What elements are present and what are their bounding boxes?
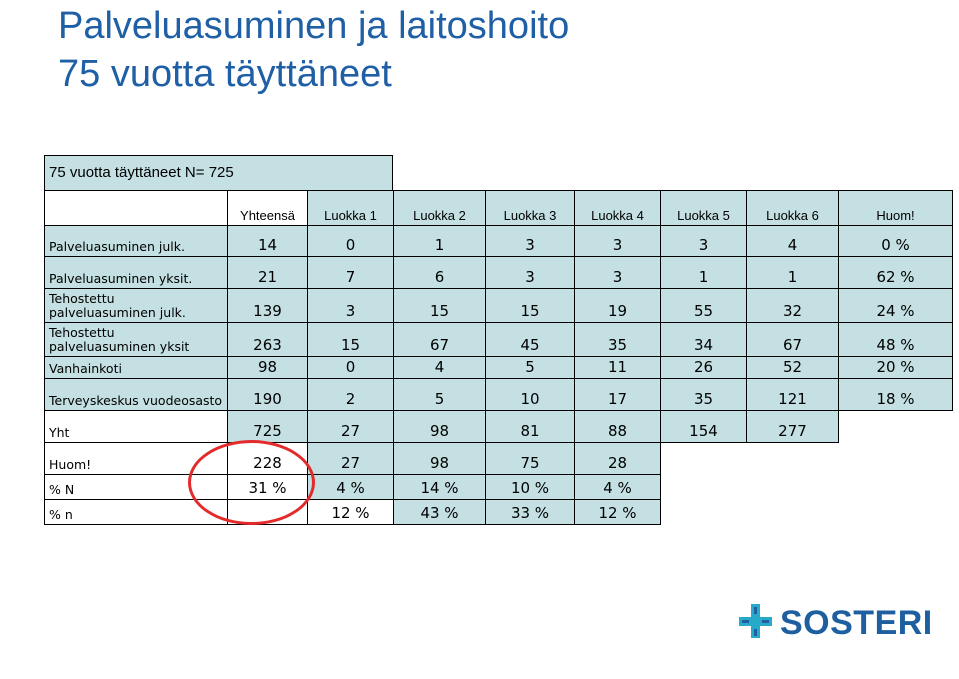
table-cell: 5 [393, 378, 486, 411]
table-cell: 43 % [393, 499, 486, 525]
table-cell: 27 [307, 410, 394, 443]
column-header: Luokka 6 [746, 190, 839, 226]
table-cell: 67 [393, 322, 486, 357]
table-cell: 15 [307, 322, 394, 357]
logo-wordmark: SOSTERI [780, 604, 933, 642]
table-cell: 20 % [838, 356, 953, 379]
row-label: Yht [44, 410, 228, 443]
row-label: Vanhainkoti [44, 356, 228, 379]
table-cell: 10 % [485, 474, 575, 500]
table-cell: 3 [485, 225, 575, 257]
table-cell: 55 [660, 288, 747, 323]
column-header: Luokka 4 [574, 190, 661, 226]
table-cell: 62 % [838, 256, 953, 289]
table-cell: 0 [307, 225, 394, 257]
column-header: Luokka 3 [485, 190, 575, 226]
table-cell: 4 [746, 225, 839, 257]
column-header: Luokka 1 [307, 190, 394, 226]
row-label: Tehostettu palveluasuminen yksit [44, 322, 228, 357]
table-cell: 27 [307, 442, 394, 475]
table-cell: 81 [485, 410, 575, 443]
table-cell: 26 [660, 356, 747, 379]
row-label: Palveluasuminen yksit. [44, 256, 228, 289]
table-caption: 75 vuotta täyttäneet N= 725 [44, 155, 393, 191]
column-header: Luokka 2 [393, 190, 486, 226]
table-cell: 3 [307, 288, 394, 323]
table-cell: 190 [227, 378, 308, 411]
table-cell: 263 [227, 322, 308, 357]
sosteri-logo: SOSTERI [738, 600, 932, 644]
table-cell: 6 [393, 256, 486, 289]
table-cell: 35 [660, 378, 747, 411]
table-cell: 33 % [485, 499, 575, 525]
table-cell: 7 [307, 256, 394, 289]
table-cell: 3 [574, 256, 661, 289]
table-cell: 24 % [838, 288, 953, 323]
table-cell: 0 % [838, 225, 953, 257]
table-cell: 75 [485, 442, 575, 475]
table-cell: 12 % [307, 499, 394, 525]
table-cell: 98 [227, 356, 308, 379]
table-cell: 154 [660, 410, 747, 443]
header-corner-cell [44, 190, 228, 226]
row-label: Tehostettu palveluasuminen julk. [44, 288, 228, 323]
table-cell: 4 [393, 356, 486, 379]
table-cell: 35 [574, 322, 661, 357]
table-cell: 2 [307, 378, 394, 411]
table-cell: 10 [485, 378, 575, 411]
table-cell: 19 [574, 288, 661, 323]
row-label: Terveyskeskus vuodeosasto [44, 378, 228, 411]
column-header: Luokka 5 [660, 190, 747, 226]
table-cell: 277 [746, 410, 839, 443]
table-cell: 28 [574, 442, 661, 475]
table-cell: 14 % [393, 474, 486, 500]
table-cell: 3 [574, 225, 661, 257]
table-cell: 1 [746, 256, 839, 289]
page-title: Palveluasuminen ja laitoshoito 75 vuotta… [58, 2, 569, 98]
table-cell: 5 [485, 356, 575, 379]
table-cell: 12 % [574, 499, 661, 525]
table-cell: 21 [227, 256, 308, 289]
table-cell: 1 [393, 225, 486, 257]
table-cell: 1 [660, 256, 747, 289]
table-cell: 15 [393, 288, 486, 323]
table-cell: 18 % [838, 378, 953, 411]
row-label: Palveluasuminen julk. [44, 225, 228, 257]
title-line-2: 75 vuotta täyttäneet [58, 53, 392, 95]
table-cell: 121 [746, 378, 839, 411]
table-cell: 34 [660, 322, 747, 357]
column-header: Huom! [838, 190, 953, 226]
table-cell: 14 [227, 225, 308, 257]
table-cell: 3 [485, 256, 575, 289]
table-cell: 15 [485, 288, 575, 323]
table-cell: 32 [746, 288, 839, 323]
table-cell: 17 [574, 378, 661, 411]
table-cell: 48 % [838, 322, 953, 357]
table-cell: 98 [393, 410, 486, 443]
table-cell: 3 [660, 225, 747, 257]
table-cell: 4 % [574, 474, 661, 500]
table-cell: 52 [746, 356, 839, 379]
table-cell: 45 [485, 322, 575, 357]
table-cell: 4 % [307, 474, 394, 500]
table-cell: 139 [227, 288, 308, 323]
column-header: Yhteensä [227, 190, 308, 226]
table-cell: 98 [393, 442, 486, 475]
logo-cross-icon [739, 604, 772, 638]
table-cell: 88 [574, 410, 661, 443]
table-cell: 725 [227, 410, 308, 443]
highlight-circle [188, 440, 315, 525]
table-cell: 0 [307, 356, 394, 379]
title-line-1: Palveluasuminen ja laitoshoito [58, 5, 570, 47]
table-cell: 67 [746, 322, 839, 357]
table-cell: 11 [574, 356, 661, 379]
